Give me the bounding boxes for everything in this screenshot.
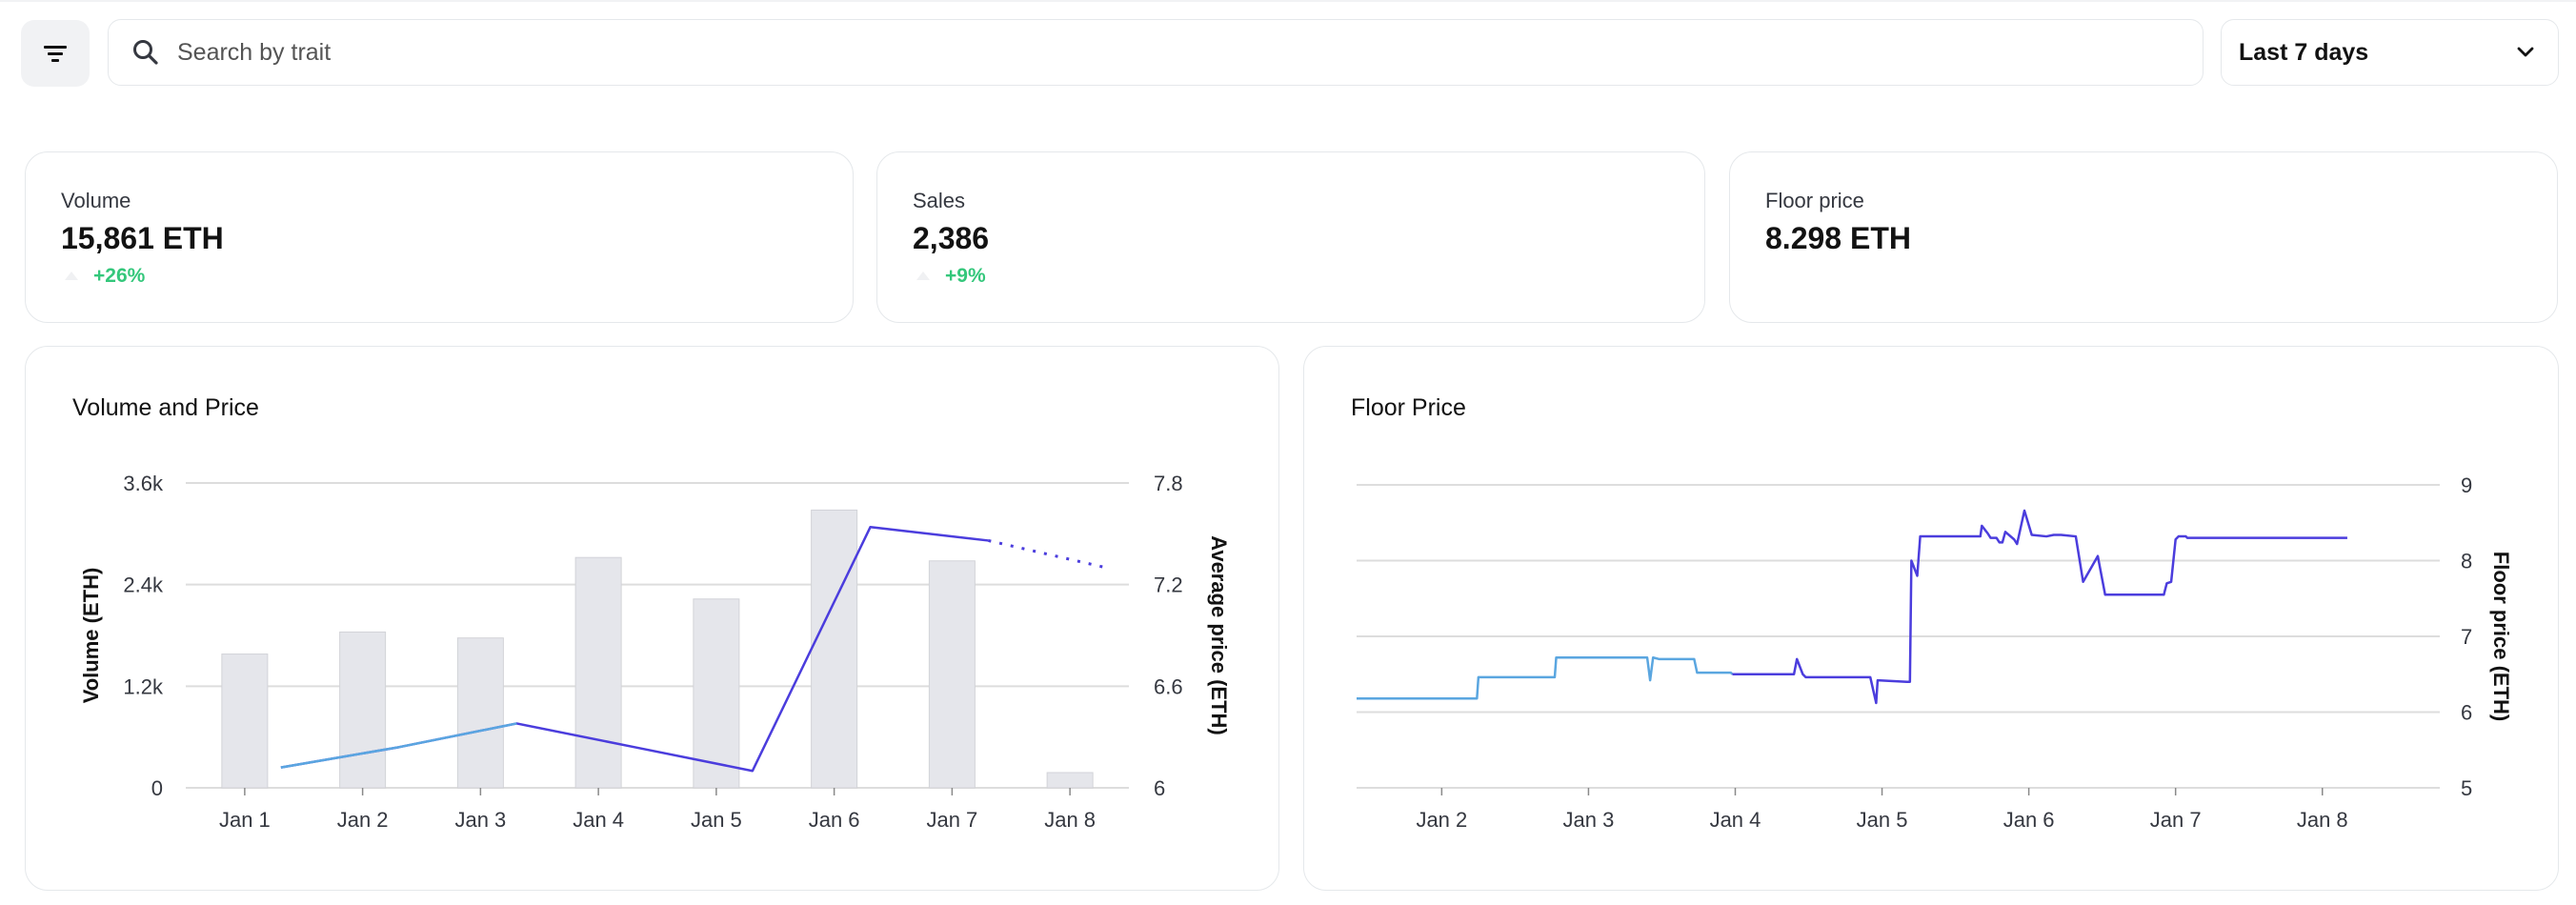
y2-tick-label: 6 <box>1154 776 1165 800</box>
y-axis-label: Floor price (ETH) <box>2489 552 2513 721</box>
volume-bar <box>339 631 387 789</box>
search-input[interactable] <box>175 28 2203 77</box>
volume-price-chart: 0 1.2k 2.4k 3.6k 6 6.6 7.2 7.8 Jan 1 Jan 2 Jan 3 Ja… <box>79 472 1231 832</box>
search-icon <box>130 36 162 69</box>
x-tick-label: Jan 2 <box>337 808 389 832</box>
x-tick-label: Jan 8 <box>1044 808 1096 832</box>
floor-price-stat-card: Floor price 8.298 ETH <box>1729 151 2558 323</box>
time-range-select[interactable]: Last 7 days <box>2221 19 2559 86</box>
x-tick-label: Jan 1 <box>219 808 271 832</box>
chart-title: Floor Price <box>1351 394 1466 421</box>
search-bar[interactable] <box>108 19 2204 86</box>
x-tick-label: Jan 7 <box>2150 808 2202 832</box>
y-tick-label: 0 <box>151 776 163 800</box>
volume-bar <box>928 560 976 789</box>
y-tick-label: 3.6k <box>123 472 164 495</box>
y-tick-label: 6 <box>2461 701 2472 725</box>
x-tick-label: Jan 8 <box>2297 808 2348 832</box>
time-range-label: Last 7 days <box>2239 38 2369 66</box>
y-tick-label: 1.2k <box>123 674 164 698</box>
y2-tick-label: 7.8 <box>1154 472 1183 495</box>
volume-price-chart-card: Volume and Price 0 1.2k 2.4k 3.6k 6 6.6 7.2 7.8… <box>25 346 1279 891</box>
stat-change: +9% <box>913 265 986 288</box>
y-tick-label: 9 <box>2461 473 2472 497</box>
y-tick-label: 2.4k <box>123 573 164 597</box>
volume-bar <box>456 637 504 789</box>
stat-change: +26% <box>61 265 145 288</box>
stat-value: 8.298 ETH <box>1765 221 1911 255</box>
y-axis-label: Volume (ETH) <box>79 568 103 704</box>
top-border <box>0 0 2576 2</box>
x-tick-label: Jan 4 <box>1710 808 1761 832</box>
filter-button[interactable] <box>21 20 90 87</box>
chart-title: Volume and Price <box>72 394 259 421</box>
floor-price-chart: 5 6 7 8 9 Jan 2 Jan 3 Jan 4 Jan 5 Jan 6 Jan 7 Jan 8… <box>1357 473 2513 832</box>
volume-bar <box>1046 772 1094 789</box>
y2-tick-label: 7.2 <box>1154 573 1183 597</box>
price-line <box>280 525 989 773</box>
chevron-down-icon <box>2517 47 2534 57</box>
y-tick-label: 8 <box>2461 550 2472 573</box>
floor-price-line-start <box>1357 656 1734 700</box>
x-tick-label: Jan 5 <box>691 808 742 832</box>
stat-title: Sales <box>913 189 966 212</box>
x-tick-label: Jan 7 <box>926 808 977 832</box>
trend-up-icon <box>65 272 78 280</box>
x-tick-label: Jan 2 <box>1416 808 1467 832</box>
x-tick-label: Jan 6 <box>809 808 860 832</box>
y-tick-label: 5 <box>2461 776 2472 800</box>
stat-value: 2,386 <box>913 221 990 255</box>
price-line-projected <box>988 538 1107 570</box>
y2-axis-label: Average price (ETH) <box>1207 535 1231 734</box>
x-tick-label: Jan 3 <box>454 808 506 832</box>
volume-bar <box>811 509 858 789</box>
y2-tick-label: 6.6 <box>1154 674 1183 698</box>
y-tick-label: 7 <box>2461 625 2472 649</box>
x-tick-label: Jan 6 <box>2003 808 2055 832</box>
x-tick-label: Jan 3 <box>1563 808 1615 832</box>
stat-title: Volume <box>61 189 131 212</box>
x-tick-label: Jan 4 <box>573 808 624 832</box>
stat-value: 15,861 ETH <box>61 221 224 255</box>
volume-bar <box>221 654 269 789</box>
volume-stat-card: Volume 15,861 ETH +26% <box>25 151 854 323</box>
stat-title: Floor price <box>1765 189 1864 212</box>
floor-price-chart-card: Floor Price 5 6 7 8 9 Jan 2 Jan 3 Jan 4 Jan 5 Jan… <box>1303 346 2559 891</box>
volume-bar <box>574 556 622 789</box>
floor-price-line <box>1732 509 2347 705</box>
sales-stat-card: Sales 2,386 +9% <box>876 151 1705 323</box>
price-line-start <box>280 722 517 769</box>
x-tick-label: Jan 5 <box>1857 808 1908 832</box>
stat-change-value: +26% <box>93 265 146 287</box>
filter-icon <box>44 46 67 62</box>
stat-change-value: +9% <box>945 265 986 287</box>
trend-up-icon <box>916 272 930 280</box>
